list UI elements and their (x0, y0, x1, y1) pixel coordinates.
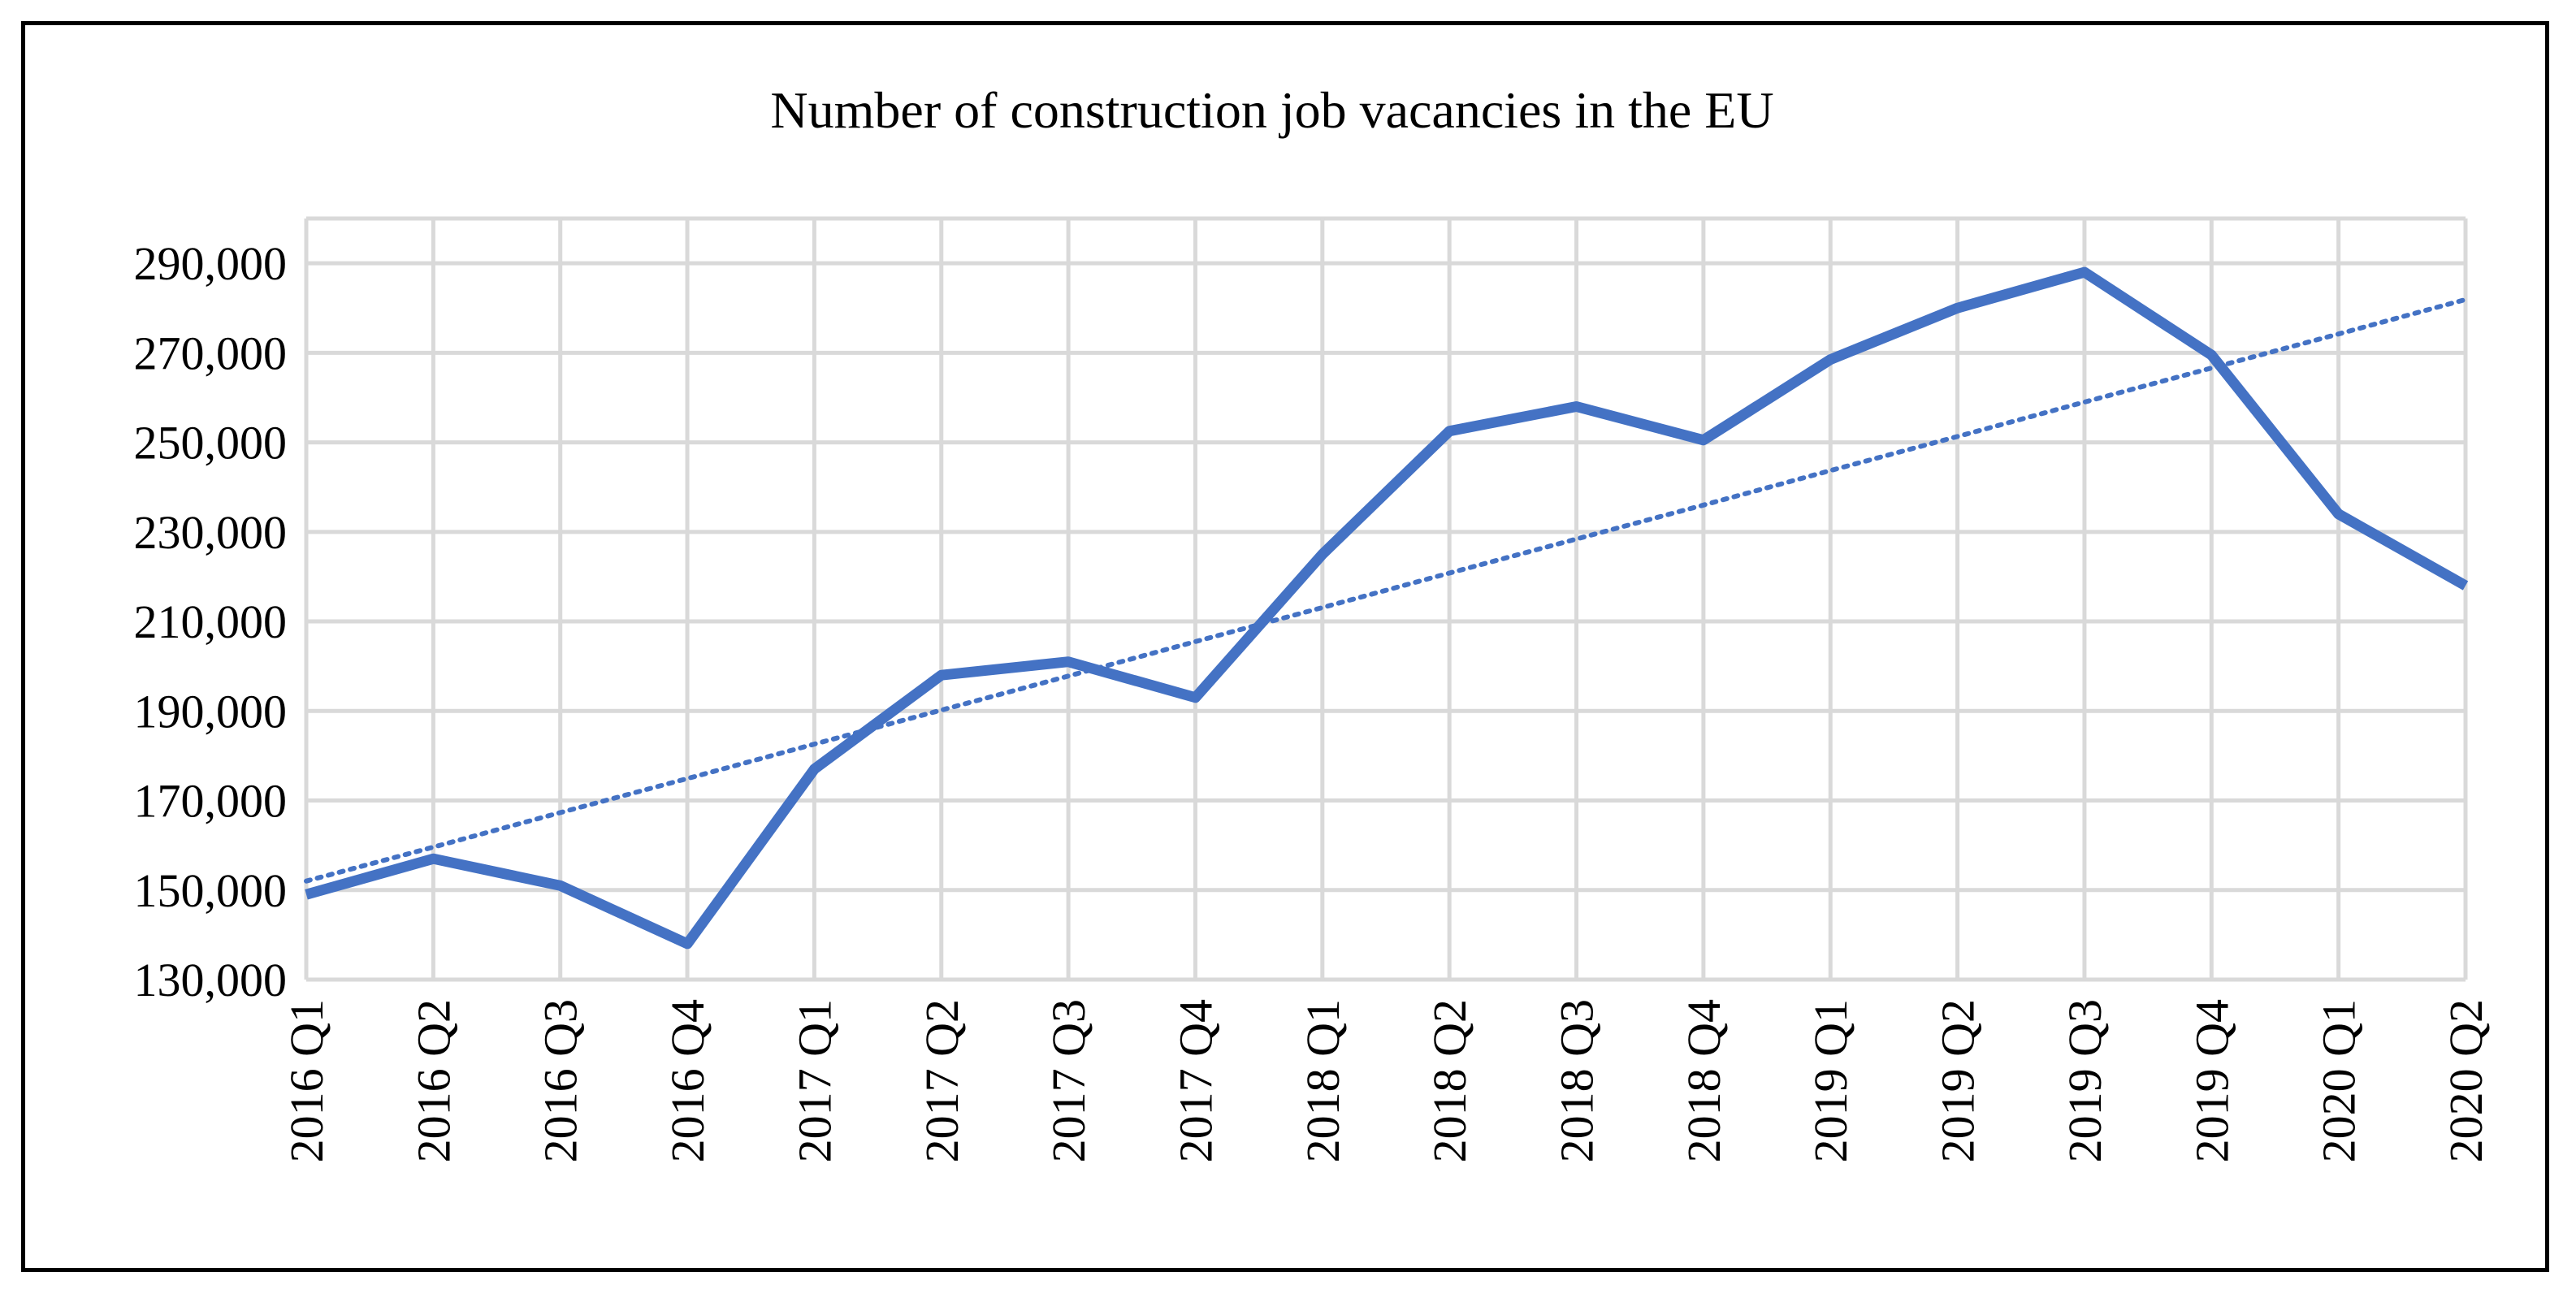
x-tick-label: 2019 Q2 (1932, 999, 1985, 1162)
y-tick-label: 210,000 (134, 595, 288, 648)
x-tick-label: 2018 Q1 (1297, 999, 1349, 1162)
x-tick-label: 2016 Q3 (535, 999, 587, 1162)
y-tick-label: 150,000 (134, 864, 288, 917)
data-line (305, 266, 2469, 950)
chart-title: Number of construction job vacancies in … (770, 81, 1773, 139)
x-tick-label: 2020 Q1 (2313, 999, 2366, 1162)
x-tick-label: 2017 Q2 (916, 999, 968, 1162)
series-lines (304, 266, 2469, 950)
y-tick-label: 170,000 (134, 775, 288, 828)
x-tick-label: 2018 Q2 (1423, 999, 1476, 1162)
y-tick-label: 250,000 (134, 417, 288, 469)
line-chart: Number of construction job vacancies in … (134, 81, 2493, 1162)
x-tick-label: 2018 Q4 (1678, 999, 1730, 1162)
y-tick-label: 290,000 (134, 237, 288, 290)
x-tick-label: 2020 Q2 (2440, 999, 2492, 1162)
x-axis-tick-labels: 2016 Q1 2016 Q2 2016 Q3 2016 Q4 2017 Q1 2017 … (280, 999, 2492, 1162)
x-tick-label: 2018 Q3 (1551, 999, 1604, 1162)
gridlines (304, 216, 2468, 982)
x-tick-label: 2019 Q4 (2185, 999, 2238, 1162)
y-tick-label: 230,000 (134, 506, 288, 559)
x-tick-label: 2019 Q1 (1804, 999, 1857, 1162)
y-tick-label: 130,000 (134, 954, 288, 1006)
x-tick-label: 2016 Q2 (407, 999, 460, 1162)
x-tick-label: 2017 Q4 (1169, 999, 1222, 1162)
x-tick-label: 2016 Q4 (661, 999, 714, 1162)
x-tick-label: 2016 Q1 (280, 999, 333, 1162)
y-tick-label: 190,000 (134, 685, 288, 738)
x-tick-label: 2017 Q1 (788, 999, 841, 1162)
x-tick-label: 2017 Q3 (1042, 999, 1095, 1162)
chart-frame: Number of construction job vacancies in … (21, 21, 2549, 1272)
y-axis-tick-labels: 130,000 150,000 170,000 190,000 210,000 230,0… (134, 237, 288, 1006)
x-tick-label: 2019 Q3 (2059, 999, 2111, 1162)
trendline (304, 296, 2468, 884)
y-tick-label: 270,000 (134, 327, 288, 379)
